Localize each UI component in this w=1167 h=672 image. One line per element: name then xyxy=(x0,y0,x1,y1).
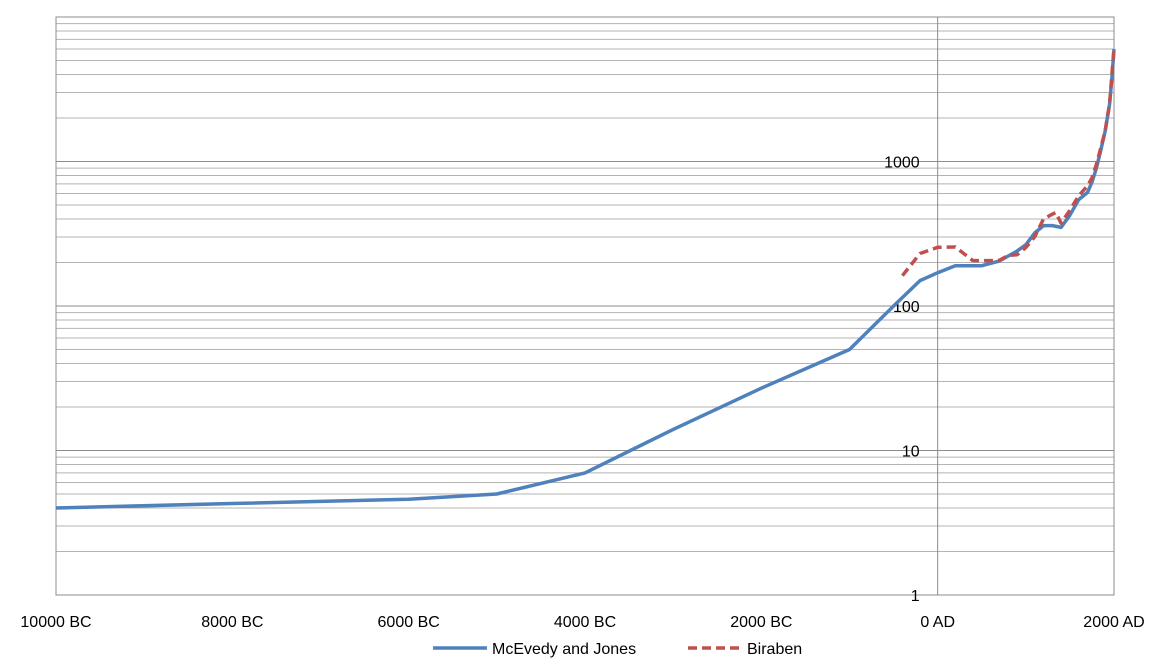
series-lines xyxy=(55,48,1116,510)
legend-label: McEvedy and Jones xyxy=(492,641,636,658)
x-tick-label: 2000 BC xyxy=(730,614,792,631)
x-tick-label: 8000 BC xyxy=(201,614,263,631)
x-tick-label: 0 AD xyxy=(920,614,955,631)
plot-area-border xyxy=(55,16,1115,596)
y-tick-label: 1000 xyxy=(884,155,920,172)
legend: McEvedy and Jones Biraben xyxy=(433,641,802,658)
y-tick-label: 100 xyxy=(893,299,920,316)
x-tick-label: 6000 BC xyxy=(378,614,440,631)
x-tick-label: 2000 AD xyxy=(1083,614,1144,631)
grid-lines xyxy=(56,17,1114,595)
y-axis-labels: 1 10 100 1000 xyxy=(884,155,920,606)
x-tick-label: 4000 BC xyxy=(554,614,616,631)
x-tick-label: 10000 BC xyxy=(20,614,91,631)
legend-label: Biraben xyxy=(747,641,802,658)
y-tick-label: 10 xyxy=(902,444,920,461)
x-axis-labels: 10000 BC 8000 BC 6000 BC 4000 BC 2000 BC 0 AD… xyxy=(20,614,1144,631)
series-line-biraben xyxy=(901,48,1116,277)
y-tick-label: 1 xyxy=(911,588,920,605)
